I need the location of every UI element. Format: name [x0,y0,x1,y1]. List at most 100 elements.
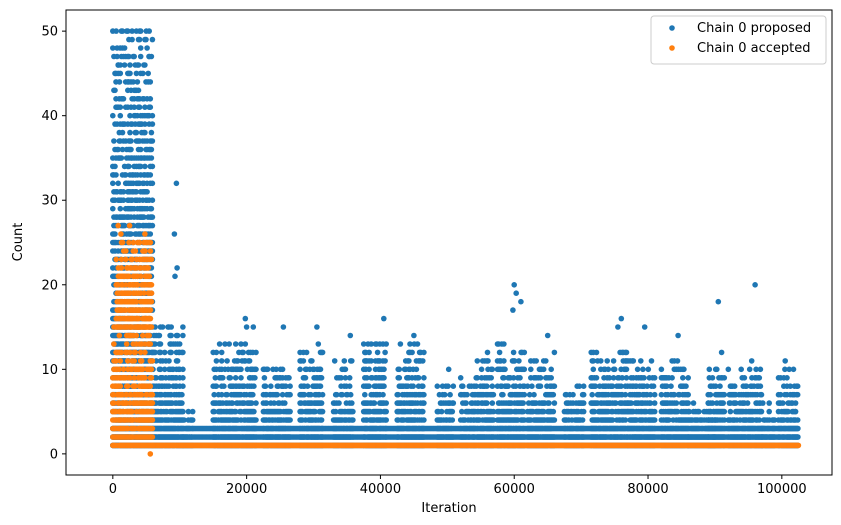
data-point [364,375,370,381]
data-point [397,341,404,347]
data-point [112,87,118,94]
data-point [232,341,239,347]
data-point [301,391,308,398]
data-point [180,375,186,381]
data-point [222,341,228,347]
data-point [157,349,164,356]
data-point [263,400,270,406]
data-point [127,62,133,68]
data-point [128,231,134,237]
data-point [319,434,326,440]
data-point [134,79,141,85]
data-point [185,408,192,415]
data-point [135,62,142,68]
data-point [346,383,353,390]
data-point [287,425,293,432]
data-point [144,189,150,195]
data-point [131,53,137,60]
data-point [127,70,133,77]
data-point [218,349,225,356]
data-point [319,408,326,415]
data-point [127,112,133,119]
data-point [128,138,134,144]
data-point [149,163,156,170]
data-point [120,189,127,195]
data-point [548,425,554,432]
data-point [114,53,120,60]
data-point [550,391,557,398]
data-point [248,400,255,406]
data-point [126,53,132,60]
data-point [537,383,544,390]
data-point [227,375,234,381]
data-point [128,146,134,153]
data-point [253,400,259,406]
data-point [396,375,403,381]
data-point [548,375,554,381]
data-point [551,383,558,390]
data-point [253,434,259,440]
data-point [459,408,465,415]
data-point [336,400,342,406]
data-point [501,341,507,347]
data-point [253,349,259,356]
data-point [121,45,128,51]
data-point [136,36,143,43]
data-point [147,231,154,237]
data-point [218,358,225,364]
data-point [551,434,558,440]
data-point [287,383,293,390]
data-point [144,45,150,51]
data-point [421,349,427,356]
data-point [232,375,239,381]
plot-markers [110,28,802,457]
data-point [110,180,116,187]
data-point [264,366,271,373]
data-point [110,112,116,119]
data-point [111,138,117,144]
data-point [511,358,518,364]
data-point [537,375,544,381]
data-point [449,417,456,423]
data-point [121,62,128,68]
data-point [382,349,388,356]
data-point [142,163,148,170]
data-point [533,358,539,364]
data-point [246,358,253,364]
data-point [520,400,526,406]
data-point [489,383,496,390]
data-point [407,341,413,347]
data-point [300,358,307,364]
data-point [360,341,367,347]
data-point [474,358,481,364]
data-point [490,434,497,440]
data-point [339,391,346,398]
data-point [253,366,259,373]
data-point [342,375,349,381]
data-point [550,408,557,415]
data-point [464,391,470,398]
data-point [148,129,155,136]
data-point [251,408,257,415]
data-point [317,366,324,373]
data-point [413,366,420,373]
data-point [505,383,512,390]
data-point [180,408,186,415]
data-point [110,45,116,51]
data-point [332,408,339,415]
data-point [235,358,241,364]
data-point [240,349,246,356]
data-point [176,341,183,347]
data-point [350,417,356,423]
data-point [521,366,528,373]
data-point [220,375,226,381]
data-point [137,45,144,51]
data-point [137,28,144,34]
data-point [420,358,426,364]
data-point [233,425,240,432]
data-point [318,400,325,406]
data-point [531,391,537,398]
data-point [211,408,217,415]
data-point [303,349,310,356]
data-point [381,366,387,373]
